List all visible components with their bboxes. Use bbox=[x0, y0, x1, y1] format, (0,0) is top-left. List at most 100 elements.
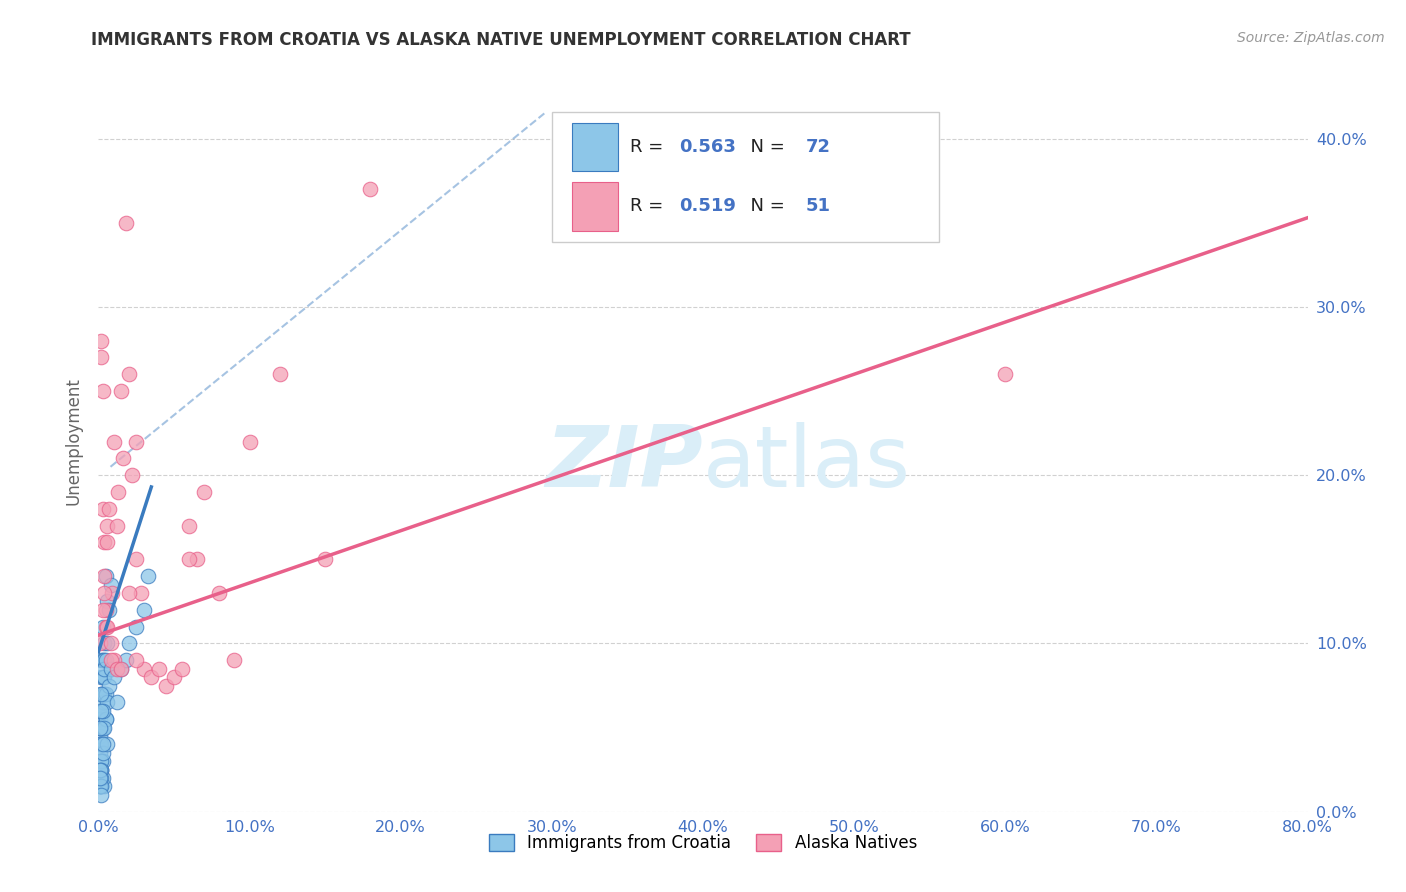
Point bbox=[91, 771, 114, 785]
Point bbox=[125, 653, 148, 667]
Point bbox=[314, 552, 336, 566]
Point bbox=[96, 594, 118, 608]
Point bbox=[94, 712, 117, 726]
Point bbox=[179, 552, 201, 566]
Point bbox=[360, 182, 382, 196]
FancyBboxPatch shape bbox=[572, 123, 619, 171]
FancyBboxPatch shape bbox=[551, 112, 939, 242]
Point bbox=[89, 712, 111, 726]
Point bbox=[125, 552, 148, 566]
Text: atlas: atlas bbox=[703, 422, 911, 505]
Point bbox=[94, 712, 117, 726]
Point bbox=[193, 485, 215, 500]
Y-axis label: Unemployment: Unemployment bbox=[65, 377, 83, 506]
Point bbox=[105, 518, 128, 533]
Point bbox=[121, 468, 143, 483]
Point bbox=[98, 679, 121, 693]
Point bbox=[148, 662, 170, 676]
Point bbox=[91, 653, 114, 667]
Point bbox=[93, 535, 115, 549]
Text: N =: N = bbox=[740, 138, 790, 156]
Point bbox=[96, 695, 118, 709]
Point bbox=[90, 704, 112, 718]
Point bbox=[91, 738, 114, 752]
Point bbox=[90, 788, 112, 802]
Point bbox=[114, 216, 136, 230]
Point bbox=[89, 771, 111, 785]
Point bbox=[89, 738, 111, 752]
Point bbox=[100, 662, 122, 676]
Point bbox=[110, 662, 132, 676]
Point bbox=[90, 351, 112, 365]
Point bbox=[118, 368, 141, 382]
Point bbox=[994, 368, 1017, 382]
Point bbox=[103, 653, 125, 667]
Point bbox=[93, 586, 115, 600]
Text: ZIP: ZIP bbox=[546, 422, 703, 505]
Point bbox=[93, 569, 115, 583]
Point bbox=[103, 670, 125, 684]
Point bbox=[91, 704, 114, 718]
Point bbox=[93, 780, 115, 794]
Point bbox=[93, 653, 115, 667]
Point bbox=[90, 754, 112, 768]
Point bbox=[91, 721, 114, 735]
Point bbox=[91, 619, 114, 633]
Point bbox=[105, 662, 128, 676]
Point bbox=[114, 653, 136, 667]
Point bbox=[93, 662, 115, 676]
Point bbox=[101, 586, 124, 600]
Point bbox=[100, 636, 122, 650]
Point bbox=[89, 721, 111, 735]
Point bbox=[90, 780, 112, 794]
Point bbox=[90, 687, 112, 701]
Point bbox=[90, 687, 112, 701]
Point bbox=[91, 695, 114, 709]
Point bbox=[186, 552, 208, 566]
Point bbox=[98, 603, 121, 617]
Point bbox=[136, 569, 159, 583]
Point bbox=[118, 636, 141, 650]
Point bbox=[89, 754, 111, 768]
Text: Source: ZipAtlas.com: Source: ZipAtlas.com bbox=[1237, 31, 1385, 45]
Text: 0.563: 0.563 bbox=[679, 138, 735, 156]
Text: 51: 51 bbox=[806, 197, 831, 216]
Point bbox=[132, 603, 155, 617]
Point bbox=[118, 586, 141, 600]
Point bbox=[94, 569, 117, 583]
Point bbox=[90, 763, 112, 777]
Point bbox=[91, 603, 114, 617]
Point bbox=[90, 738, 112, 752]
Point bbox=[89, 721, 111, 735]
Point bbox=[94, 619, 117, 633]
Point bbox=[100, 577, 122, 591]
Point bbox=[208, 586, 231, 600]
Point bbox=[89, 704, 111, 718]
Point bbox=[105, 695, 128, 709]
Point bbox=[89, 780, 111, 794]
Point bbox=[89, 771, 111, 785]
Point bbox=[93, 687, 115, 701]
Point bbox=[179, 518, 201, 533]
Point bbox=[93, 670, 115, 684]
Point bbox=[89, 729, 111, 743]
Point bbox=[96, 636, 118, 650]
Text: R =: R = bbox=[630, 138, 669, 156]
Point bbox=[89, 780, 111, 794]
Point bbox=[110, 662, 132, 676]
Point bbox=[90, 670, 112, 684]
Point bbox=[110, 384, 132, 398]
Text: 0.519: 0.519 bbox=[679, 197, 735, 216]
Point bbox=[103, 434, 125, 449]
Point bbox=[90, 780, 112, 794]
Point bbox=[90, 704, 112, 718]
Point bbox=[90, 763, 112, 777]
Point bbox=[224, 653, 246, 667]
Point bbox=[141, 670, 163, 684]
Point bbox=[94, 653, 117, 667]
Point bbox=[239, 434, 262, 449]
Text: 72: 72 bbox=[806, 138, 831, 156]
Point bbox=[96, 738, 118, 752]
Point bbox=[90, 763, 112, 777]
Point bbox=[90, 754, 112, 768]
